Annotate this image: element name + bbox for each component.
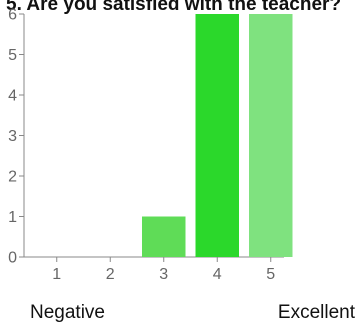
x-tick-label: 4: [213, 266, 222, 283]
x-axis: 1 2 3 4 5: [24, 256, 284, 283]
bar-3: [142, 216, 186, 257]
y-tick-label: 4: [8, 88, 17, 105]
y-tick-label: 0: [8, 250, 17, 267]
bar-4: [195, 14, 239, 257]
high-scale-label: Excellent: [278, 302, 356, 323]
x-tick-label: 5: [266, 266, 275, 283]
x-tick-label: 1: [52, 266, 61, 283]
bars: [142, 14, 293, 257]
y-tick-label: 5: [8, 47, 17, 64]
y-tick-label: 3: [8, 128, 17, 145]
y-tick-label: 2: [8, 169, 17, 186]
chart-title: 5. Are you satisfied with the teacher?: [6, 0, 341, 15]
y-tick-label: 1: [8, 209, 17, 226]
y-axis: 0 1 2 3 4 5 6: [8, 7, 25, 267]
x-tick-label: 3: [159, 266, 168, 283]
bar-5: [249, 14, 293, 257]
y-tick-label: 6: [8, 7, 17, 24]
low-scale-label: Negative: [30, 302, 105, 323]
x-tick-label: 2: [106, 266, 115, 283]
